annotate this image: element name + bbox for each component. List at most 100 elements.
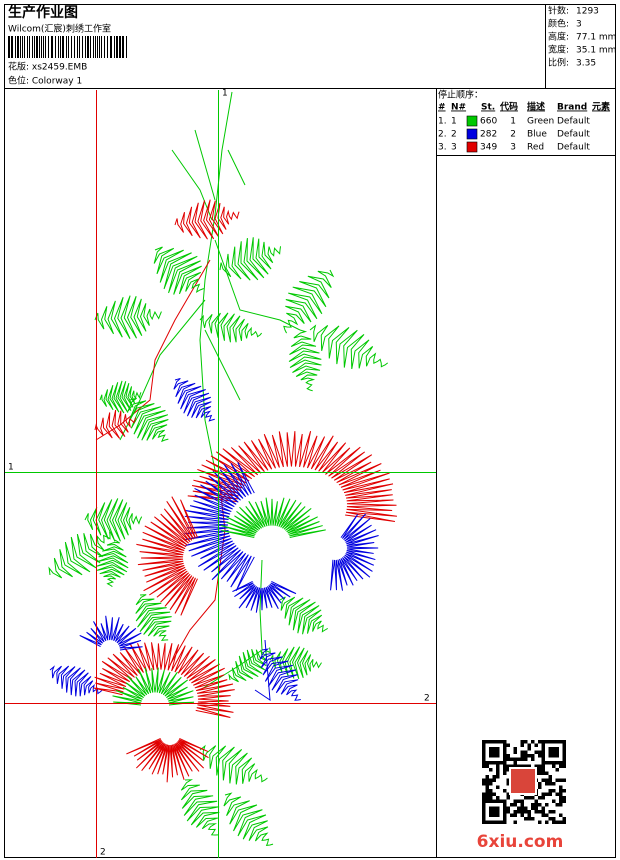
qr-module xyxy=(513,747,517,751)
qr-module xyxy=(503,743,507,747)
qr-module xyxy=(538,750,542,754)
bar xyxy=(41,36,42,58)
qr-module xyxy=(485,764,489,768)
qr-module xyxy=(524,796,528,800)
qr-module xyxy=(552,764,556,768)
qr-module xyxy=(489,806,493,810)
qr-module xyxy=(559,803,563,807)
barcode xyxy=(8,36,127,58)
qr-module xyxy=(552,820,556,824)
qr-module xyxy=(555,740,559,744)
qr-module xyxy=(506,757,510,761)
stitch-leaf xyxy=(49,665,103,697)
qr-module xyxy=(517,806,521,810)
qr-module xyxy=(562,761,566,765)
qr-module xyxy=(482,761,486,765)
cell: Default xyxy=(557,143,590,153)
qr-module xyxy=(552,754,556,758)
qr-module xyxy=(538,740,542,744)
qr-module xyxy=(541,740,545,744)
qr-module xyxy=(489,792,493,796)
cell: 1. xyxy=(438,117,447,127)
bar xyxy=(55,36,56,58)
bar xyxy=(77,36,78,58)
stitch-petal xyxy=(79,615,143,651)
qr-module xyxy=(482,806,486,810)
qr-module xyxy=(562,764,566,768)
qr-module xyxy=(531,757,535,761)
qr-module xyxy=(520,743,524,747)
guide-label: 1 xyxy=(8,463,14,473)
qr-module xyxy=(527,754,531,758)
stat-value: 1293 xyxy=(576,7,599,17)
stitch-leaf xyxy=(48,531,111,579)
qr-module xyxy=(534,743,538,747)
qr-module xyxy=(503,750,507,754)
qr-module xyxy=(555,747,559,751)
qr-module xyxy=(548,778,552,782)
qr-module xyxy=(545,820,549,824)
stitch-stem xyxy=(95,259,211,441)
stitch-petal xyxy=(187,431,398,522)
cell: 2 xyxy=(510,130,516,140)
guides: 1 1 2 2 xyxy=(5,89,436,858)
qr-module xyxy=(482,782,486,786)
qr-module xyxy=(513,799,517,803)
qr-module xyxy=(510,813,514,817)
qr-module xyxy=(513,803,517,807)
qr-module xyxy=(552,750,556,754)
studio: Wilcom(汇宸)刺绣工作室 xyxy=(8,23,111,35)
qr-module xyxy=(562,750,566,754)
qr-module xyxy=(499,761,503,765)
qr-module xyxy=(545,771,549,775)
qr-module xyxy=(489,813,493,817)
cell: 2. xyxy=(438,130,447,140)
qr-module xyxy=(513,757,517,761)
qr-module xyxy=(559,764,563,768)
qr-module xyxy=(541,771,545,775)
qr-module xyxy=(548,775,552,779)
qr-module xyxy=(520,757,524,761)
qr-module xyxy=(559,796,563,800)
qr-module xyxy=(496,761,500,765)
guide-label: 2 xyxy=(100,848,106,858)
qr-module xyxy=(503,771,507,775)
stat-label: 针数: xyxy=(548,5,569,17)
qr-module xyxy=(555,778,559,782)
qr-module xyxy=(555,803,559,807)
qr-module xyxy=(485,778,489,782)
guide-label: 1 xyxy=(222,89,228,99)
qr-module xyxy=(506,792,510,796)
stat-value: 3.35 xyxy=(576,59,596,69)
cell: 1 xyxy=(451,117,457,127)
bar xyxy=(32,36,33,58)
bar xyxy=(93,36,94,58)
qr-module xyxy=(524,817,528,821)
bar xyxy=(60,36,61,58)
qr-module xyxy=(527,813,531,817)
qr-module xyxy=(510,764,514,768)
qr-module xyxy=(489,747,493,751)
qr-module xyxy=(506,754,510,758)
cell: 3 xyxy=(451,143,457,153)
qr-module xyxy=(492,820,496,824)
qr-module xyxy=(503,747,507,751)
stat-value: 35.1 mm xyxy=(576,46,616,56)
qr-module xyxy=(489,782,493,786)
qr-module xyxy=(559,799,563,803)
qr-module xyxy=(541,761,545,765)
cell: 3. xyxy=(438,143,447,153)
qr-module xyxy=(496,820,500,824)
bar xyxy=(51,36,53,58)
qr-module xyxy=(548,750,552,754)
stitch-leaf xyxy=(269,646,322,680)
qr-module xyxy=(485,820,489,824)
qr-module xyxy=(482,792,486,796)
qr-module xyxy=(538,796,542,800)
qr-module xyxy=(503,764,507,768)
qr-module xyxy=(524,757,528,761)
qr-module xyxy=(496,775,500,779)
qr-module xyxy=(499,799,503,803)
